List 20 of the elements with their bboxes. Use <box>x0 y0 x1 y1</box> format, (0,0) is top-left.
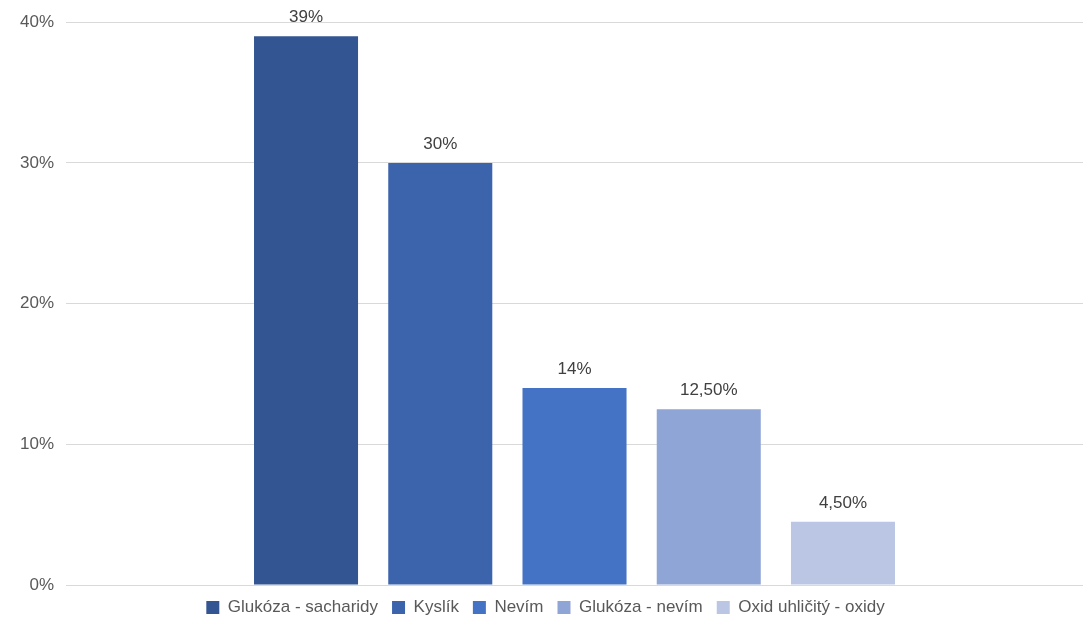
y-tick-label: 20% <box>19 293 55 313</box>
data-label: 4,50% <box>818 492 868 512</box>
data-label: 30% <box>423 134 458 154</box>
legend-label: Glukóza - sacharidy <box>227 597 379 617</box>
bar <box>522 388 627 585</box>
bar <box>790 521 896 585</box>
legend-label: Oxid uhličitý - oxidy <box>738 597 886 617</box>
data-label: 39% <box>289 7 324 27</box>
data-label: 14% <box>557 359 592 379</box>
y-tick-label: 0% <box>29 574 55 594</box>
bar <box>254 36 359 585</box>
legend-label: Glukóza - nevím <box>578 597 703 617</box>
y-tick-label: 30% <box>19 152 55 172</box>
y-tick-label: 40% <box>19 11 55 31</box>
bar <box>656 409 761 585</box>
y-tick-label: 10% <box>19 433 55 453</box>
legend-label: Nevím <box>494 597 544 617</box>
data-label: 12,50% <box>679 380 738 400</box>
legend-label: Kyslík <box>413 597 460 617</box>
bar <box>388 162 493 585</box>
